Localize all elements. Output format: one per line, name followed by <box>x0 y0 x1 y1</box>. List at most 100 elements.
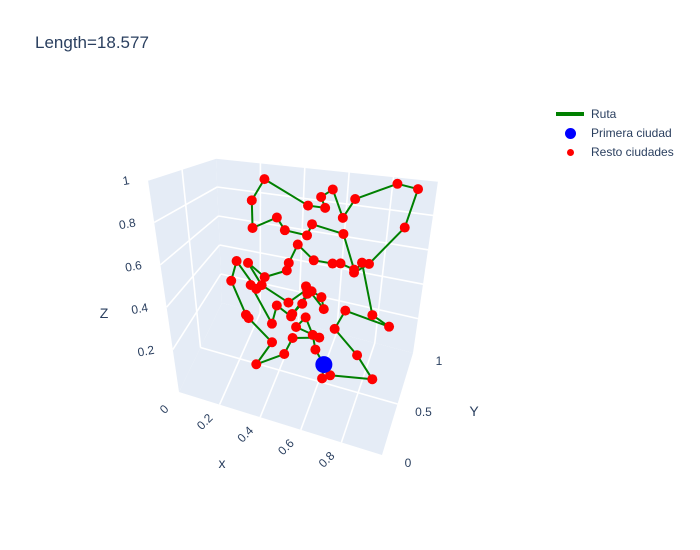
city-point[interactable] <box>302 288 313 299</box>
city-point[interactable] <box>367 310 378 321</box>
city-point[interactable] <box>267 337 278 348</box>
cities-layer <box>226 174 424 385</box>
back-pane <box>216 158 438 353</box>
z-tick-label: 1 <box>122 173 131 188</box>
city-point[interactable] <box>259 174 270 185</box>
city-point[interactable] <box>302 230 313 241</box>
city-point[interactable] <box>384 321 395 332</box>
z-gridline <box>219 244 424 285</box>
city-point[interactable] <box>352 350 363 361</box>
y-gridline <box>200 346 398 405</box>
x-tick-label: 0 <box>157 402 172 417</box>
city-point[interactable] <box>251 283 262 294</box>
legend-item-ruta[interactable]: Ruta <box>555 104 674 123</box>
route-segment <box>333 328 358 356</box>
z-gridline <box>147 157 217 181</box>
city-point[interactable] <box>392 178 403 189</box>
route-segment <box>344 309 390 328</box>
city-point[interactable] <box>251 359 262 370</box>
x-tick-label: 0.4 <box>235 423 257 445</box>
legend: Ruta Primera ciudad Resto ciudades <box>555 104 674 161</box>
z-axis-label: Z <box>100 305 109 321</box>
city-point[interactable] <box>318 304 329 315</box>
city-point[interactable] <box>231 256 242 267</box>
z-gridline <box>172 273 222 351</box>
city-point[interactable] <box>287 332 298 343</box>
city-point[interactable] <box>259 272 270 283</box>
route-segment <box>368 226 406 265</box>
legend-item-primera-ciudad[interactable]: Primera ciudad <box>555 123 674 142</box>
city-point[interactable] <box>286 311 297 322</box>
city-point[interactable] <box>337 212 348 223</box>
city-point[interactable] <box>327 184 338 195</box>
city-point[interactable] <box>349 264 360 275</box>
city-point[interactable] <box>281 265 292 276</box>
route-segment <box>311 223 344 235</box>
city-point[interactable] <box>246 195 257 206</box>
city-point[interactable] <box>279 349 290 360</box>
city-point[interactable] <box>320 202 331 213</box>
city-point[interactable] <box>329 323 340 334</box>
z-gridline <box>153 186 218 224</box>
route-segment <box>263 178 309 207</box>
y-gridline <box>181 168 202 348</box>
x-tick-label: 0.6 <box>275 436 297 458</box>
city-point[interactable] <box>367 374 378 385</box>
z-tick-label: 0.6 <box>124 258 143 275</box>
city-point[interactable] <box>303 200 314 211</box>
route-segment <box>331 189 344 219</box>
city-point[interactable] <box>413 184 424 195</box>
route-segment <box>342 233 356 270</box>
route-segment <box>330 374 373 381</box>
y-axis-label: Y <box>469 403 479 419</box>
city-point[interactable] <box>266 318 277 329</box>
side-pane <box>148 158 222 392</box>
legend-marker-swatch <box>555 146 585 158</box>
city-point[interactable] <box>335 258 346 269</box>
city-point[interactable] <box>297 298 308 309</box>
y-tick-label: 1 <box>436 354 443 368</box>
z-gridline <box>217 186 434 217</box>
city-point[interactable] <box>279 225 290 236</box>
city-point[interactable] <box>247 222 258 233</box>
city-point[interactable] <box>283 257 294 268</box>
city-point[interactable] <box>271 300 282 311</box>
x-axis-label: x <box>219 455 226 471</box>
city-point[interactable] <box>307 219 318 230</box>
city-point[interactable] <box>243 257 254 268</box>
route-segment <box>247 317 273 343</box>
city-point[interactable] <box>283 297 294 308</box>
route-segment <box>361 262 374 316</box>
city-point[interactable] <box>291 321 302 332</box>
city-point[interactable] <box>243 313 254 324</box>
city-point[interactable] <box>399 222 410 233</box>
z-gridline <box>165 244 221 308</box>
city-point[interactable] <box>363 258 374 269</box>
city-point[interactable] <box>327 258 338 269</box>
city-point[interactable] <box>226 275 237 286</box>
city-point[interactable] <box>316 292 327 303</box>
first-city-point[interactable] <box>315 356 333 374</box>
legend-label: Ruta <box>591 106 617 121</box>
legend-item-resto-ciudades[interactable]: Resto ciudades <box>555 142 674 161</box>
city-point[interactable] <box>300 312 311 323</box>
chart-title: Length=18.577 <box>35 33 149 52</box>
city-point[interactable] <box>325 370 336 381</box>
z-tick-label: 0.8 <box>118 216 137 233</box>
z-gridline <box>215 157 439 182</box>
city-point[interactable] <box>307 329 318 340</box>
city-point[interactable] <box>338 228 349 239</box>
city-point[interactable] <box>271 212 282 223</box>
city-point[interactable] <box>340 305 351 316</box>
route-segment <box>261 284 289 304</box>
city-point[interactable] <box>292 239 303 250</box>
city-point[interactable] <box>316 191 327 202</box>
city-point[interactable] <box>308 255 319 266</box>
city-point[interactable] <box>350 194 361 205</box>
legend-label: Resto ciudades <box>591 144 674 159</box>
z-tick-label: 0.4 <box>130 300 149 317</box>
city-point[interactable] <box>310 344 321 355</box>
city-point[interactable] <box>317 373 328 384</box>
x-tick-label: 0.2 <box>194 411 216 433</box>
